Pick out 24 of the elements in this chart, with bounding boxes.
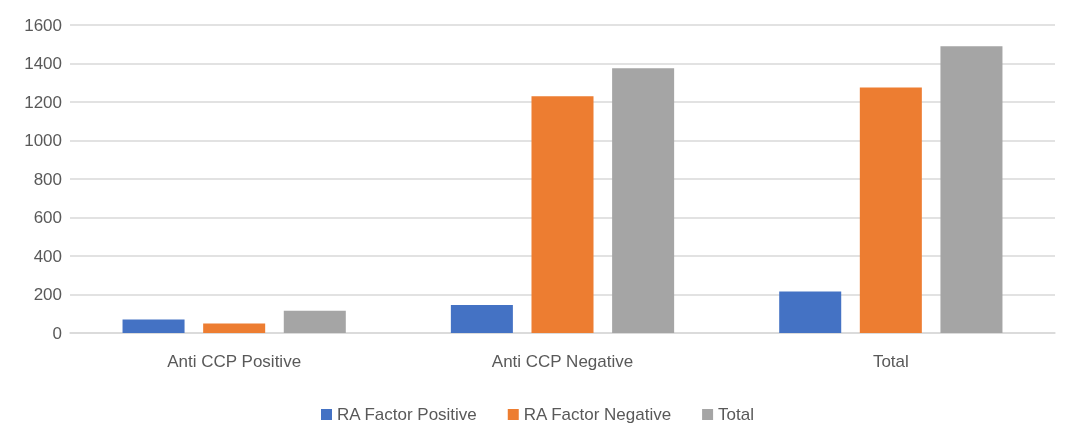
y-tick-label: 1400	[24, 54, 62, 73]
x-tick-label: Anti CCP Positive	[167, 352, 302, 371]
bar	[450, 305, 513, 333]
y-tick-label: 1600	[24, 15, 62, 35]
bar	[940, 46, 1003, 333]
bar	[283, 310, 346, 333]
y-tick-label: 400	[33, 246, 62, 266]
bar	[612, 68, 675, 333]
x-tick-label: Anti CCP Negative	[491, 352, 634, 371]
y-tick-label: 800	[33, 169, 62, 189]
legend-label: RA Factor Negative	[523, 405, 672, 424]
bar	[859, 87, 922, 333]
bar	[122, 319, 185, 333]
y-tick-label: 1200	[24, 92, 62, 112]
y-tick-label: 1000	[24, 131, 62, 150]
legend-label: RA Factor Positive	[337, 405, 477, 424]
legend-label: Total	[718, 405, 755, 424]
y-tick-label: 600	[33, 208, 62, 227]
bar	[203, 323, 266, 333]
y-tick-label: 200	[33, 285, 62, 304]
bar	[531, 96, 594, 333]
y-tick-label: 0	[52, 323, 62, 343]
bar	[779, 291, 842, 333]
x-tick-label: Total	[872, 352, 909, 371]
